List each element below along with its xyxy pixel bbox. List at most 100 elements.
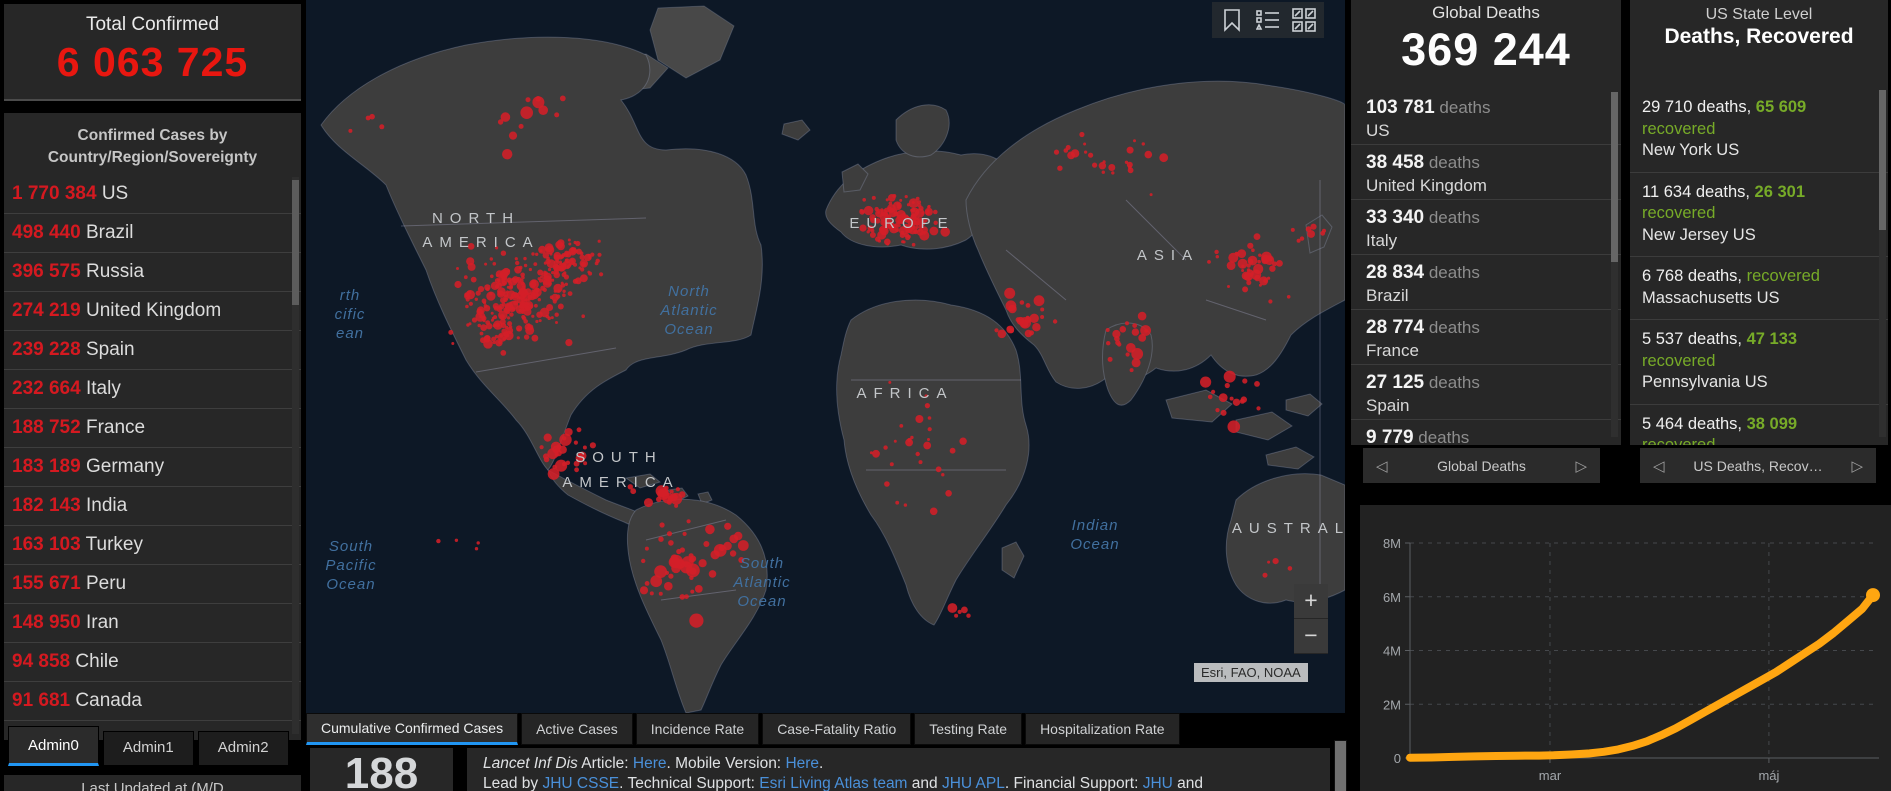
pager-next-icon[interactable]: ▷: [1851, 457, 1863, 475]
deaths-value: 103 781: [1366, 97, 1435, 118]
deaths-row[interactable]: 28 834 deaths Brazil: [1351, 255, 1621, 310]
credits-link[interactable]: Esri Living Atlas team: [759, 775, 908, 791]
country-row[interactable]: 232 664 Italy: [4, 370, 301, 409]
scrollbar-thumb[interactable]: [1611, 92, 1618, 262]
text-segment: Lancet Inf Dis: [483, 755, 578, 772]
credits-link[interactable]: JHU CSSE: [542, 775, 620, 791]
country-cases-value: 94 858: [12, 651, 71, 672]
state-name: Massachusetts US: [1642, 288, 1780, 307]
country-row[interactable]: 182 143 India: [4, 487, 301, 526]
country-row[interactable]: 183 189 Germany: [4, 448, 301, 487]
countries-count-value: 188: [344, 749, 419, 791]
pager-next-icon[interactable]: ▷: [1575, 457, 1587, 475]
country-row[interactable]: 274 219 United Kingdom: [4, 292, 301, 331]
continent-australia: [1225, 473, 1345, 604]
state-deaths: 5 464 deaths,: [1642, 414, 1747, 433]
country-list-scrollbar[interactable]: [292, 177, 299, 734]
state-row[interactable]: 5 464 deaths, 38 099 recovered Michigan …: [1630, 405, 1888, 446]
zoom-out-button[interactable]: −: [1294, 619, 1328, 654]
state-row[interactable]: 29 710 deaths, 65 609 recovered New York…: [1630, 88, 1888, 173]
country-row[interactable]: 155 671 Peru: [4, 565, 301, 604]
deaths-line: 33 340 deaths: [1366, 207, 1621, 229]
ocean-label: Indian Ocean: [1070, 517, 1119, 553]
map-metric-tab[interactable]: Testing Rate: [914, 713, 1023, 745]
country-row[interactable]: 1 770 384 US: [4, 175, 301, 214]
y-axis-tick-label: 6M: [1383, 590, 1401, 605]
country-row[interactable]: 148 950 Iran: [4, 604, 301, 643]
country-row[interactable]: 91 681 Canada: [4, 682, 301, 721]
state-name: New Jersey US: [1642, 225, 1756, 244]
scrollbar-thumb[interactable]: [292, 180, 299, 305]
map-metric-tab[interactable]: Cumulative Confirmed Cases: [306, 713, 519, 745]
global-deaths-scrollbar[interactable]: [1611, 92, 1618, 437]
country-row[interactable]: 94 858 Chile: [4, 643, 301, 682]
text-segment: and: [1172, 775, 1204, 791]
page-scrollbar[interactable]: [1334, 740, 1347, 791]
credits-link[interactable]: JHU APL: [941, 775, 1005, 791]
deaths-unit: deaths: [1424, 373, 1480, 392]
map-metric-tab[interactable]: Active Cases: [521, 713, 633, 745]
credits-link[interactable]: JHU: [1142, 775, 1173, 791]
continent-label: EUROPE: [849, 215, 954, 232]
country-name: India: [85, 495, 128, 516]
world-map[interactable]: NORTH AMERICA EUROPE ASIA AFRICA SOUTH AMERICA…: [306, 0, 1345, 713]
country-row[interactable]: 239 228 Spain: [4, 331, 301, 370]
map-canvas[interactable]: NORTH AMERICA EUROPE ASIA AFRICA SOUTH AMERICA…: [306, 0, 1345, 713]
country-name: Chile: [75, 651, 119, 672]
map-attribution[interactable]: Esri, FAO, NOAA: [1194, 663, 1308, 682]
admin-tab[interactable]: Admin2: [197, 731, 289, 766]
title-line-1: Confirmed Cases by: [77, 127, 228, 144]
zoom-in-button[interactable]: +: [1294, 584, 1328, 619]
credits-link[interactable]: Here: [632, 755, 667, 772]
deaths-value: 28 834: [1366, 262, 1425, 283]
deaths-row[interactable]: 103 781 deaths US: [1351, 90, 1621, 145]
y-axis-tick-label: 8M: [1383, 536, 1401, 551]
deaths-row[interactable]: 9 779 deaths: [1351, 420, 1621, 445]
country-row[interactable]: 498 440 Brazil: [4, 214, 301, 253]
state-row[interactable]: 5 537 deaths, 47 133 recovered Pennsylva…: [1630, 320, 1888, 405]
us-state-scrollbar[interactable]: [1879, 90, 1886, 437]
last-updated-text: Last Updated at (M/D: [81, 780, 224, 791]
deaths-row[interactable]: 28 774 deaths France: [1351, 310, 1621, 365]
country-name: Turkey: [85, 534, 143, 555]
deaths-row[interactable]: 27 125 deaths Spain: [1351, 365, 1621, 420]
country-row[interactable]: 163 103 Turkey: [4, 526, 301, 565]
map-metric-tab[interactable]: Incidence Rate: [635, 713, 760, 745]
map-metric-tab[interactable]: Case-Fatality Ratio: [762, 713, 912, 745]
country-cases-value: 91 681: [12, 690, 71, 711]
state-recovered-word: recovered: [1642, 119, 1716, 138]
bookmark-icon[interactable]: [1218, 6, 1246, 34]
map-metric-tab-label: Hospitalization Rate: [1040, 721, 1165, 737]
pager-prev-icon[interactable]: ◁: [1376, 457, 1388, 475]
state-row[interactable]: 6 768 deaths, recovered Massachusetts US: [1630, 257, 1888, 320]
countries-count-panel: 188: [310, 748, 453, 791]
deaths-unit: deaths: [1424, 153, 1480, 172]
admin-tab[interactable]: Admin0: [8, 726, 99, 766]
legend-icon[interactable]: [1254, 6, 1282, 34]
pager-label: US Deaths, Recov…: [1693, 457, 1823, 474]
cumulative-cases-chart[interactable]: 0 2M 4M 6M 8M mar máj: [1360, 505, 1891, 791]
map-metric-tab-label: Cumulative Confirmed Cases: [321, 720, 504, 736]
basemap-icon[interactable]: [1290, 6, 1318, 34]
country-cases-value: 1 770 384: [12, 183, 97, 204]
deaths-row[interactable]: 33 340 deaths Italy: [1351, 200, 1621, 255]
pager-prev-icon[interactable]: ◁: [1653, 457, 1665, 475]
scrollbar-thumb[interactable]: [1879, 90, 1886, 230]
credits-link[interactable]: Here: [785, 755, 820, 772]
admin-tab[interactable]: Admin1: [102, 731, 194, 766]
map-metric-tab[interactable]: Hospitalization Rate: [1025, 713, 1180, 745]
scrollbar-thumb[interactable]: [1335, 741, 1346, 791]
country-name: Peru: [85, 573, 127, 594]
cumulative-cases-chart-panel[interactable]: 0 2M 4M 6M 8M mar máj: [1360, 505, 1891, 791]
country-row[interactable]: 188 752 France: [4, 409, 301, 448]
trend-line-endpoint: [1866, 588, 1880, 603]
credits-panel: Lancet Inf Dis Article: Here. Mobile Ver…: [467, 748, 1330, 791]
country-cases-value: 232 664: [12, 378, 81, 399]
text-segment: . Mobile Version:: [666, 755, 786, 772]
deaths-row[interactable]: 38 458 deaths United Kingdom: [1351, 145, 1621, 200]
country-row[interactable]: 396 575 Russia: [4, 253, 301, 292]
confirmed-by-country-title: Confirmed Cases by Country/Region/Sovere…: [4, 113, 301, 169]
continent-label: SOUTH: [575, 449, 663, 466]
state-row[interactable]: 11 634 deaths, 26 301 recovered New Jers…: [1630, 173, 1888, 257]
